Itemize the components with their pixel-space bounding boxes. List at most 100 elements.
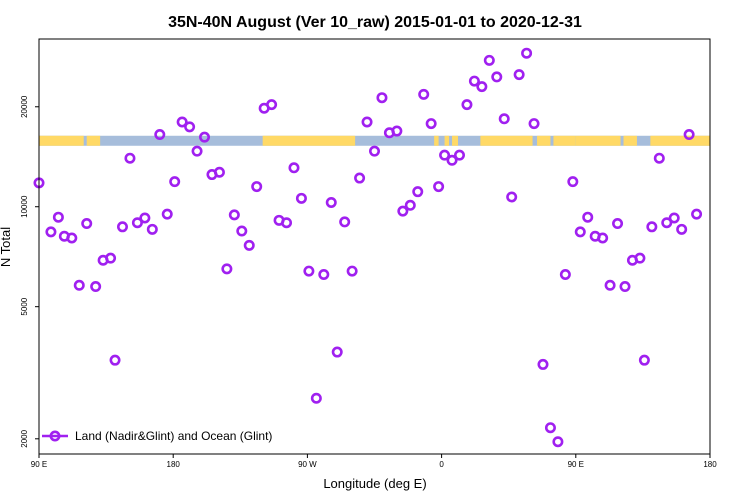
data-point bbox=[191, 145, 203, 157]
band-land-segment bbox=[553, 135, 576, 146]
band-land-segment bbox=[86, 135, 101, 146]
data-point bbox=[45, 226, 57, 238]
data-point bbox=[668, 212, 680, 224]
data-point bbox=[461, 99, 473, 111]
data-point bbox=[567, 176, 579, 188]
data-point bbox=[513, 69, 525, 81]
data-point bbox=[154, 129, 166, 141]
data-point bbox=[619, 281, 631, 293]
data-point bbox=[404, 199, 416, 211]
plot-frame bbox=[38, 38, 711, 455]
data-point bbox=[90, 281, 102, 293]
data-point bbox=[582, 211, 594, 223]
legend: Land (Nadir&Glint) and Ocean (Glint) bbox=[42, 429, 272, 443]
data-point bbox=[612, 218, 624, 230]
data-point bbox=[528, 118, 540, 130]
data-point bbox=[318, 269, 330, 281]
data-point bbox=[597, 232, 609, 244]
data-point bbox=[228, 209, 240, 221]
data-point bbox=[146, 223, 158, 235]
y-axis: 2000 5000 10000 20000 bbox=[20, 95, 39, 448]
y-tick-label: 5000 bbox=[20, 297, 29, 315]
data-point bbox=[574, 226, 586, 238]
data-point bbox=[537, 358, 549, 370]
x-tick-label: 0 bbox=[439, 460, 444, 469]
data-point bbox=[376, 92, 388, 104]
band-land-segment bbox=[39, 135, 84, 146]
data-point bbox=[251, 181, 263, 193]
band-ocean bbox=[39, 135, 710, 146]
data-point bbox=[638, 354, 650, 366]
data-point bbox=[266, 99, 278, 111]
data-point bbox=[368, 145, 380, 157]
y-axis-title: N Total bbox=[0, 227, 13, 267]
band-land-segment bbox=[434, 135, 439, 146]
surface-type-band bbox=[39, 135, 710, 146]
x-tick-label: 90 E bbox=[568, 460, 584, 469]
data-point bbox=[325, 196, 337, 208]
data-points bbox=[33, 47, 703, 448]
band-land-segment bbox=[537, 135, 551, 146]
data-point bbox=[288, 162, 300, 174]
data-point bbox=[676, 223, 688, 235]
band-land-segment bbox=[575, 135, 621, 146]
data-point bbox=[453, 149, 465, 161]
data-point bbox=[418, 88, 430, 100]
data-point bbox=[184, 121, 196, 133]
band-land-segment bbox=[650, 135, 710, 146]
x-tick-label: 90 W bbox=[298, 460, 317, 469]
data-point bbox=[412, 186, 424, 198]
data-point bbox=[391, 125, 403, 137]
y-tick-label: 10000 bbox=[20, 195, 29, 218]
data-point bbox=[634, 252, 646, 264]
data-point bbox=[397, 205, 409, 217]
data-point bbox=[176, 116, 188, 128]
data-point bbox=[109, 354, 121, 366]
data-point bbox=[52, 211, 64, 223]
x-tick-label: 180 bbox=[167, 460, 181, 469]
data-point bbox=[124, 152, 136, 164]
chart-title: 35N-40N August (Ver 10_raw) 2015-01-01 t… bbox=[168, 14, 582, 31]
band-land-segment bbox=[623, 135, 637, 146]
legend-marker bbox=[49, 430, 61, 442]
data-point bbox=[498, 113, 510, 125]
data-point bbox=[66, 232, 78, 244]
legend-label: Land (Nadir&Glint) and Ocean (Glint) bbox=[75, 429, 272, 443]
data-point bbox=[361, 116, 373, 128]
data-point bbox=[425, 118, 437, 130]
y-tick-label: 2000 bbox=[20, 429, 29, 447]
data-point bbox=[506, 191, 518, 203]
data-point bbox=[691, 208, 703, 220]
x-axis: 90 E 180 90 W 0 90 E 180 bbox=[31, 454, 717, 469]
data-point bbox=[221, 263, 233, 275]
data-point bbox=[653, 152, 665, 164]
data-point bbox=[105, 252, 117, 264]
data-point bbox=[476, 81, 488, 93]
data-point bbox=[295, 192, 307, 204]
data-point bbox=[646, 221, 658, 233]
data-point bbox=[552, 436, 564, 448]
data-point bbox=[559, 269, 571, 281]
data-point bbox=[213, 166, 225, 178]
data-point bbox=[468, 75, 480, 87]
data-point bbox=[331, 346, 343, 358]
data-point bbox=[117, 221, 129, 233]
data-point bbox=[483, 54, 495, 66]
data-point bbox=[521, 47, 533, 59]
data-point bbox=[281, 217, 293, 229]
data-point bbox=[604, 279, 616, 291]
data-point bbox=[199, 131, 211, 143]
data-point bbox=[346, 265, 358, 277]
data-point bbox=[73, 279, 85, 291]
data-point bbox=[81, 218, 93, 230]
data-point bbox=[139, 212, 151, 224]
x-tick-label: 90 E bbox=[31, 460, 47, 469]
data-point bbox=[354, 172, 366, 184]
data-point bbox=[433, 181, 445, 193]
y-tick-label: 20000 bbox=[20, 95, 29, 118]
data-point bbox=[131, 217, 143, 229]
data-point bbox=[339, 216, 351, 228]
data-point bbox=[446, 154, 458, 166]
